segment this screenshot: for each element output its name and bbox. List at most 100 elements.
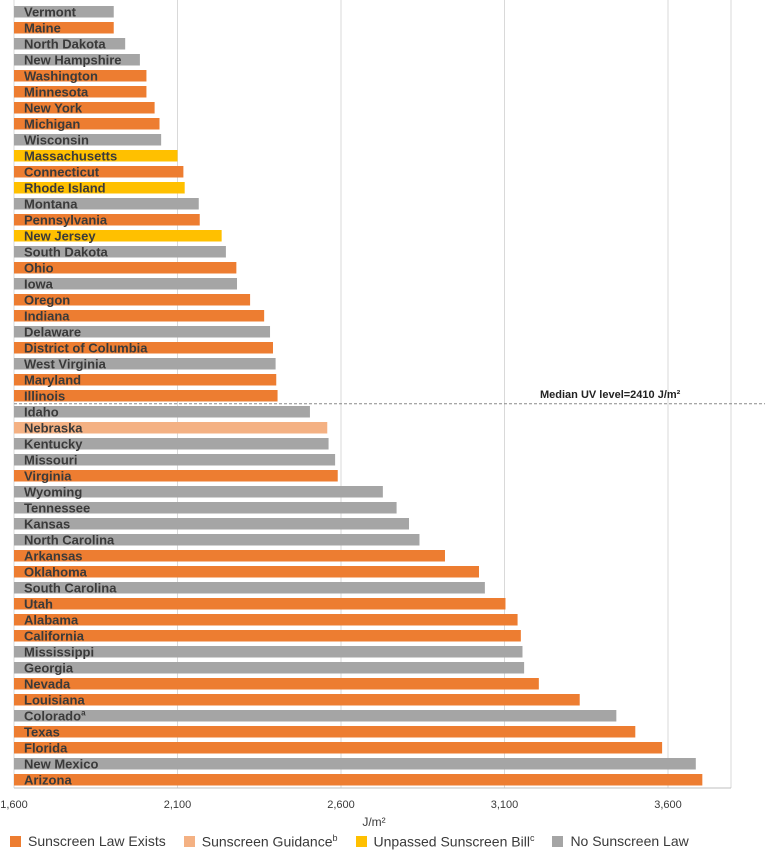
state-label-maryland: Maryland (24, 373, 81, 388)
bar-west-virginia (14, 358, 276, 370)
state-label-west-virginia: West Virginia (24, 357, 107, 372)
bar-utah (14, 598, 506, 610)
state-label-oklahoma: Oklahoma (24, 565, 88, 580)
bar-texas (14, 726, 636, 738)
state-label-iowa: Iowa (24, 277, 54, 292)
bar-north-carolina (14, 534, 420, 546)
state-label-massachusetts: Massachusetts (24, 149, 117, 164)
state-label-new-york: New York (24, 101, 83, 116)
bar-wyoming (14, 486, 383, 498)
legend-swatch-none (552, 835, 564, 847)
bar-new-hampshire (14, 54, 140, 66)
bar-oregon (14, 294, 251, 306)
bar-mississippi (14, 646, 523, 658)
bars (14, 6, 703, 786)
legend-label-none: No Sunscreen Law (570, 833, 689, 849)
state-label-kansas: Kansas (24, 517, 70, 532)
state-label-georgia: Georgia (24, 661, 74, 676)
state-label-south-carolina: South Carolina (24, 581, 117, 596)
state-label-ohio: Ohio (24, 261, 54, 276)
bar-new-york (14, 102, 155, 114)
bar-ohio (14, 262, 237, 274)
x-tick-label: 2,600 (327, 799, 355, 811)
bar-arkansas (14, 550, 445, 562)
state-label-vermont: Vermont (24, 5, 77, 20)
state-label-mississippi: Mississippi (24, 645, 94, 660)
bar-kansas (14, 518, 410, 530)
bar-wisconsin (14, 134, 162, 146)
bar-montana (14, 198, 199, 210)
state-label-arkansas: Arkansas (24, 549, 83, 564)
bar-arizona (14, 774, 703, 786)
bar-vermont (14, 6, 114, 18)
state-label-montana: Montana (24, 197, 78, 212)
state-label-california: California (24, 629, 85, 644)
state-label-virginia: Virginia (24, 469, 72, 484)
state-label-new-jersey: New Jersey (24, 229, 96, 244)
median-label: Median UV level=2410 J/m² (540, 389, 681, 401)
median-line-group: Median UV level=2410 J/m² (14, 389, 765, 405)
bar-alabama (14, 614, 518, 626)
state-label-nebraska: Nebraska (24, 421, 83, 436)
bar-new-jersey (14, 230, 222, 242)
bar-idaho (14, 406, 310, 418)
bar-delaware (14, 326, 271, 338)
bar-minnesota (14, 86, 147, 98)
legend-item-guidance: Sunscreen Guidanceb (183, 832, 338, 850)
legend-label-guidance: Sunscreen Guidanceb (201, 832, 338, 850)
state-label-new-hampshire: New Hampshire (24, 53, 122, 68)
state-label-alabama: Alabama (24, 613, 79, 628)
state-label-minnesota: Minnesota (24, 85, 89, 100)
bar-maryland (14, 374, 277, 386)
bar-south-dakota (14, 246, 226, 258)
bar-louisiana (14, 694, 580, 706)
bar-rhode-island (14, 182, 185, 194)
bar-georgia (14, 662, 525, 674)
bar-district-of-columbia (14, 342, 273, 354)
legend: Sunscreen Law Exists Sunscreen Guidanceb U… (10, 832, 765, 850)
state-label-tennessee: Tennessee (24, 501, 90, 516)
bar-pennsylvania (14, 214, 200, 226)
state-label-rhode-island: Rhode Island (24, 181, 106, 196)
legend-swatch-guidance (183, 835, 195, 847)
legend-swatch-law (10, 835, 21, 847)
x-tick-label: 3,600 (654, 799, 682, 811)
state-label-kentucky: Kentucky (24, 437, 83, 452)
state-label-texas: Texas (24, 725, 60, 740)
state-label-district-of-columbia: District of Columbia (24, 341, 148, 356)
state-label-south-dakota: South Dakota (24, 245, 109, 260)
x-axis-title: J/m² (362, 815, 385, 829)
bar-iowa (14, 278, 238, 290)
bar-michigan (14, 118, 160, 130)
state-label-connecticut: Connecticut (24, 165, 100, 180)
bar-south-carolina (14, 582, 485, 594)
bar-washington (14, 70, 147, 82)
bar-indiana (14, 310, 265, 322)
x-tick-label: 1,600 (0, 799, 28, 811)
bar-maine (14, 22, 114, 34)
state-label-maine: Maine (24, 21, 61, 36)
bar-north-dakota (14, 38, 126, 50)
bar-florida (14, 742, 663, 754)
state-label-colorado: Coloradoa (24, 709, 86, 724)
bar-illinois (14, 390, 278, 402)
state-label-arizona: Arizona (24, 773, 72, 788)
bar-tennessee (14, 502, 397, 514)
state-label-indiana: Indiana (24, 309, 70, 324)
state-label-idaho: Idaho (24, 405, 59, 420)
bar-oklahoma (14, 566, 479, 578)
state-label-oregon: Oregon (24, 293, 70, 308)
legend-label-law: Sunscreen Law Exists (28, 833, 166, 849)
bar-kentucky (14, 438, 329, 450)
state-label-wisconsin: Wisconsin (24, 133, 89, 148)
state-label-wyoming: Wyoming (24, 485, 82, 500)
legend-item-bill: Unpassed Sunscreen Billc (355, 832, 535, 850)
state-label-delaware: Delaware (24, 325, 81, 340)
bar-nebraska (14, 422, 328, 434)
legend-label-bill: Unpassed Sunscreen Billc (373, 832, 535, 850)
bar-new-mexico (14, 758, 696, 770)
bar-virginia (14, 470, 338, 482)
legend-item-law: Sunscreen Law Exists (10, 833, 166, 849)
state-label-utah: Utah (24, 597, 53, 612)
